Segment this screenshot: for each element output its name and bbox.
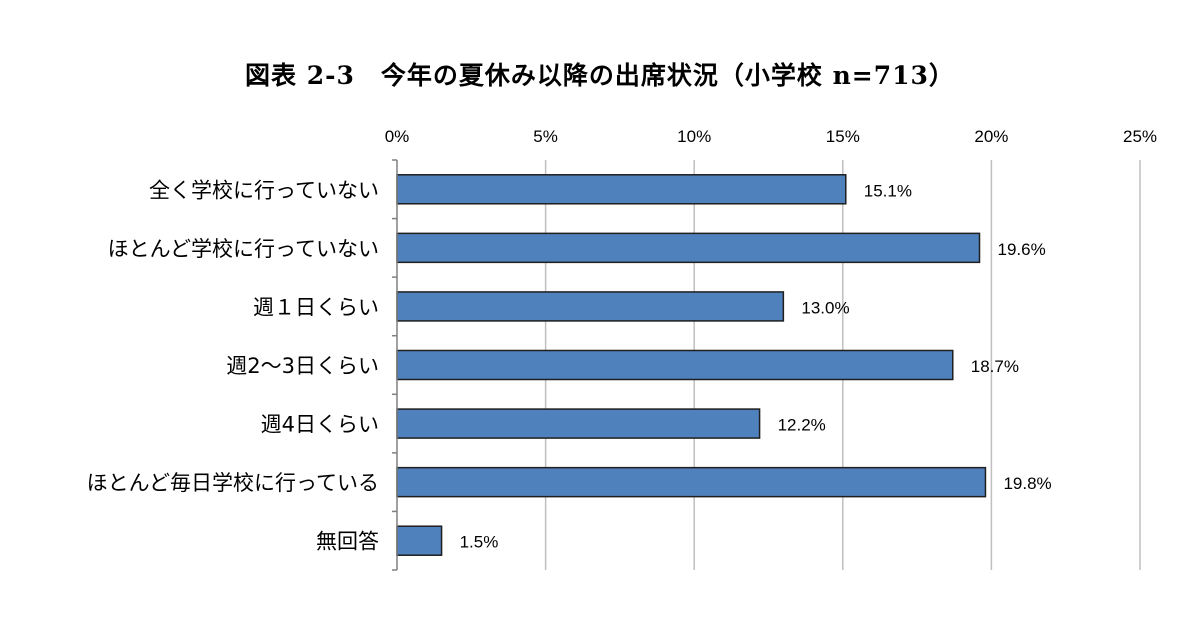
bar (396, 291, 785, 322)
category-label: 全く学校に行っていない (149, 178, 379, 202)
bar (396, 466, 987, 498)
x-axis-tick-labels: 0% 5% 10% 15% 20% 25% (385, 127, 1157, 146)
category-labels: 全く学校に行っていないほとんど学校に行っていない週１日くらい週2～3日くらい週4… (87, 178, 379, 553)
bar (396, 174, 847, 205)
category-label: 週4日くらい (261, 413, 379, 437)
data-label: 1.5% (460, 533, 499, 552)
chart-title: 図表 2-3 今年の夏休み以降の出席状況（小学校 n=713） (245, 61, 955, 90)
data-label: 19.6% (998, 240, 1046, 259)
bar (396, 525, 443, 556)
category-label: ほとんど学校に行っていない (108, 237, 379, 261)
x-tick-label: 0% (385, 127, 410, 146)
data-labels: 15.1% 19.6% 13.0% 18.7% 12.2% 19.8% 1.5% (460, 181, 1052, 551)
category-label: 無回答 (316, 530, 379, 554)
x-tick-label: 5% (533, 127, 558, 146)
y-axis (392, 159, 398, 571)
category-label: ほとんど毎日学校に行っている (87, 471, 379, 495)
category-label: 週2～3日くらい (226, 354, 379, 378)
x-tick-label: 15% (826, 127, 860, 146)
bar (396, 408, 761, 439)
x-tick-label: 20% (974, 127, 1008, 146)
category-label: 週１日くらい (253, 295, 379, 319)
bar (396, 232, 981, 264)
bars (396, 174, 987, 556)
x-tick-label: 25% (1123, 127, 1157, 146)
data-label: 18.7% (971, 357, 1019, 376)
data-label: 15.1% (864, 181, 912, 200)
data-label: 19.8% (1003, 474, 1051, 493)
data-label: 13.0% (801, 298, 849, 317)
data-label: 12.2% (778, 416, 826, 435)
bar (396, 349, 954, 381)
x-tick-label: 10% (677, 127, 711, 146)
